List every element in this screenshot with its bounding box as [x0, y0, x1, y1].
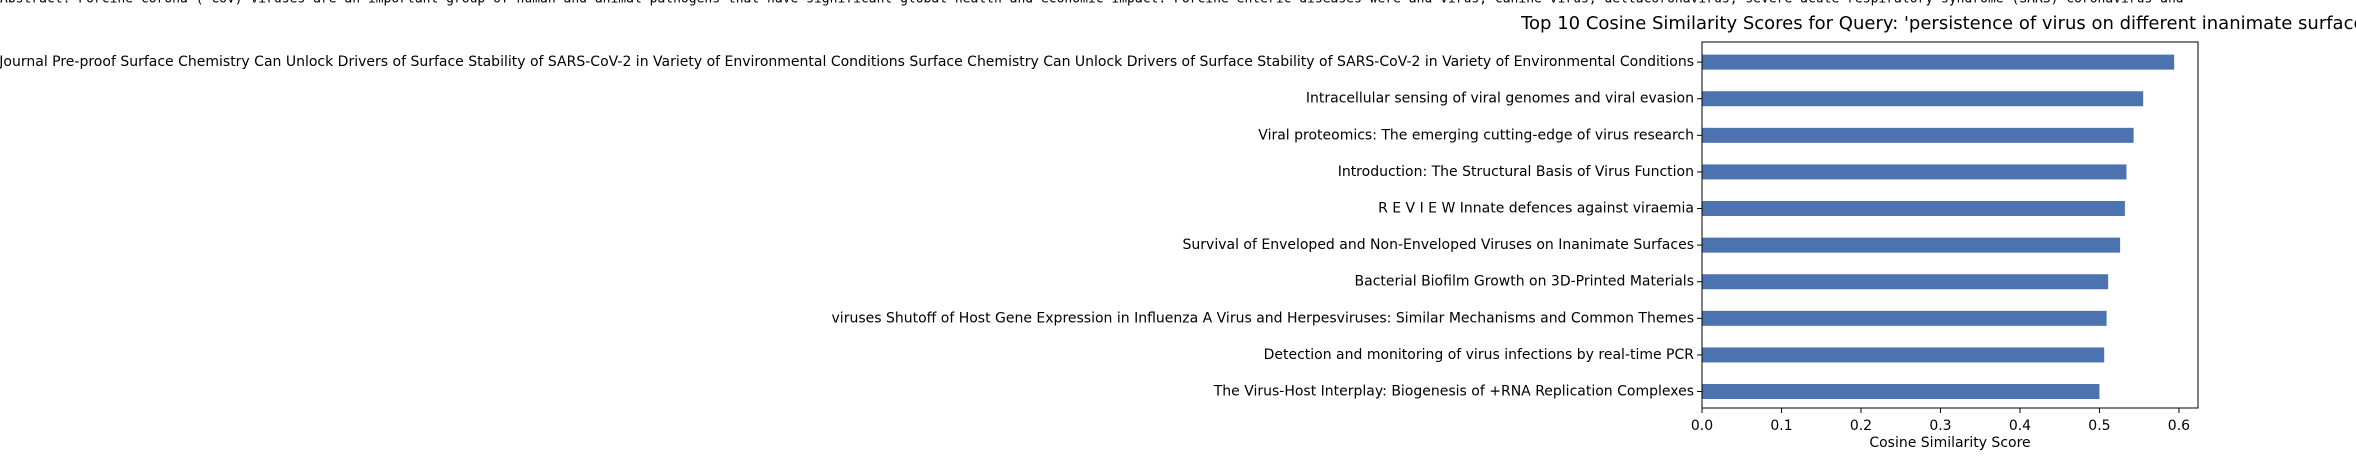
x-tick-label: 0.6: [2168, 418, 2190, 434]
plot-frame: [1701, 41, 2199, 409]
bar: [1702, 347, 2105, 363]
abstract-text: Abstract: Porcine corona ( CoV) viruses …: [0, 0, 2184, 7]
y-tick-label: viruses Shutoff of Host Gene Expression …: [832, 310, 1694, 326]
x-tick-label: 0.1: [1770, 418, 1792, 434]
y-tick-label: The Virus-Host Interplay: Biogenesis of …: [1213, 384, 1694, 400]
y-tick-label: Viral proteomics: The emerging cutting-e…: [1258, 127, 1694, 143]
x-axis-label: Cosine Similarity Score: [1869, 435, 2030, 451]
bar: [1702, 54, 2175, 70]
y-tick-label: Detection and monitoring of virus infect…: [1264, 347, 1695, 363]
bar: [1702, 274, 2109, 290]
x-tick-label: 0.2: [1850, 418, 1872, 434]
bar: [1702, 310, 2107, 326]
x-tick-label: 0.4: [2009, 418, 2031, 434]
y-tick-label: Bacterial Biofilm Growth on 3D-Printed M…: [1355, 274, 1694, 290]
x-tick-label: 0.0: [1691, 418, 1713, 434]
bar: [1702, 91, 2144, 107]
bar: [1702, 201, 2125, 217]
y-tick-label: Journal Pre-proof Surface Chemistry Can …: [0, 54, 1694, 70]
y-tick-label: Intracellular sensing of viral genomes a…: [1306, 91, 1694, 107]
x-tick-label: 0.3: [1929, 418, 1951, 434]
y-tick-label: Survival of Enveloped and Non-Enveloped …: [1183, 237, 1694, 253]
y-tick-label: Introduction: The Structural Basis of Vi…: [1338, 164, 1694, 180]
bar: [1702, 237, 2121, 253]
x-tick-label: 0.5: [2088, 418, 2110, 434]
y-tick-label: R E V I E W Innate defences against vira…: [1378, 201, 1694, 217]
bar: [1702, 127, 2134, 143]
chart-title: Top 10 Cosine Similarity Scores for Quer…: [1520, 13, 2356, 34]
bar: [1702, 384, 2100, 400]
bar: [1702, 164, 2127, 180]
